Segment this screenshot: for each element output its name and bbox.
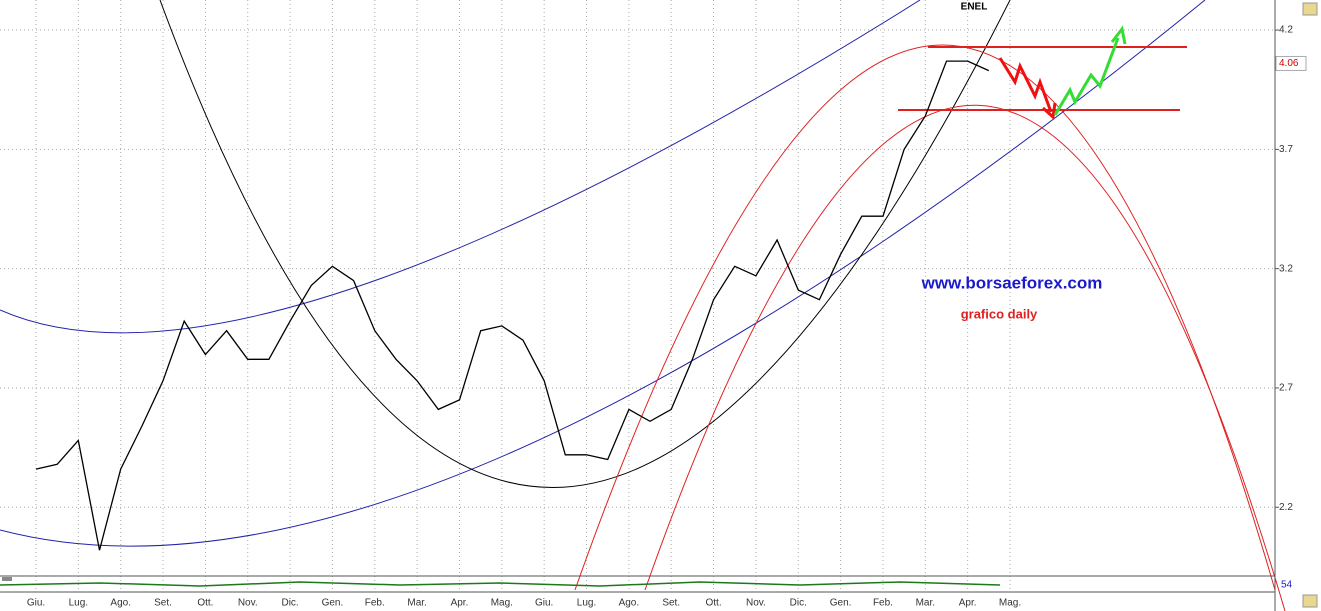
blue-arc: [0, 0, 1206, 547]
down-arrowhead: [1041, 102, 1057, 120]
oscillator-label: 54: [1281, 580, 1293, 591]
pane-handle: [2, 577, 12, 581]
x-tick-label: Mag.: [999, 598, 1021, 609]
last-price-box: [1275, 55, 1307, 71]
x-tick-label: Mar.: [916, 598, 935, 609]
blue-arc: [0, 0, 921, 334]
x-tick-label: Gen.: [830, 598, 852, 609]
x-tick-label: Dic.: [281, 598, 298, 609]
x-tick-label: Set.: [154, 598, 172, 609]
y-tick-label: 2.7: [1279, 383, 1293, 394]
x-tick-label: Feb.: [873, 598, 893, 609]
x-tick-label: Dic.: [790, 598, 807, 609]
up-arrowhead: [1110, 25, 1127, 45]
y-tick-label: 3.2: [1279, 263, 1293, 274]
toolbar-icon[interactable]: [1302, 594, 1318, 608]
x-tick-label: Ott.: [706, 598, 722, 609]
red-arc: [574, 44, 1276, 591]
x-tick-label: Mag.: [491, 598, 513, 609]
x-tick-label: Feb.: [365, 598, 385, 609]
x-tick-label: Nov.: [746, 598, 766, 609]
x-tick-label: Gen.: [322, 598, 344, 609]
y-tick-label: 2.2: [1279, 502, 1293, 513]
last-price-label: 4.06: [1279, 58, 1299, 69]
toolbar-icon[interactable]: [1302, 2, 1318, 16]
up-arrow: [1053, 37, 1120, 116]
x-tick-label: Ott.: [197, 598, 213, 609]
x-tick-label: Ago.: [619, 598, 640, 609]
subtitle: grafico daily: [961, 306, 1038, 321]
oscillator-line: [0, 581, 1001, 587]
website-label: www.borsaeforex.com: [921, 273, 1103, 292]
x-tick-label: Apr.: [959, 598, 977, 609]
x-tick-label: Giu.: [27, 598, 45, 609]
x-tick-label: Ago.: [110, 598, 131, 609]
price-line: [35, 60, 990, 551]
x-tick-label: Nov.: [238, 598, 258, 609]
x-tick-label: Set.: [662, 598, 680, 609]
x-tick-label: Lug.: [69, 598, 88, 609]
grid: [0, 0, 1275, 592]
y-tick-label: 3.7: [1279, 144, 1293, 155]
down-arrow: [998, 57, 1053, 113]
x-tick-label: Lug.: [577, 598, 596, 609]
x-tick-label: Giu.: [535, 598, 553, 609]
chart-title: ENEL: [961, 2, 988, 13]
x-tick-label: Apr.: [451, 598, 469, 609]
black-arc: [159, 0, 1011, 488]
y-tick-label: 4.2: [1279, 25, 1293, 36]
price-layer: [35, 60, 990, 551]
red-arc: [644, 104, 1286, 611]
x-tick-label: Mar.: [407, 598, 426, 609]
